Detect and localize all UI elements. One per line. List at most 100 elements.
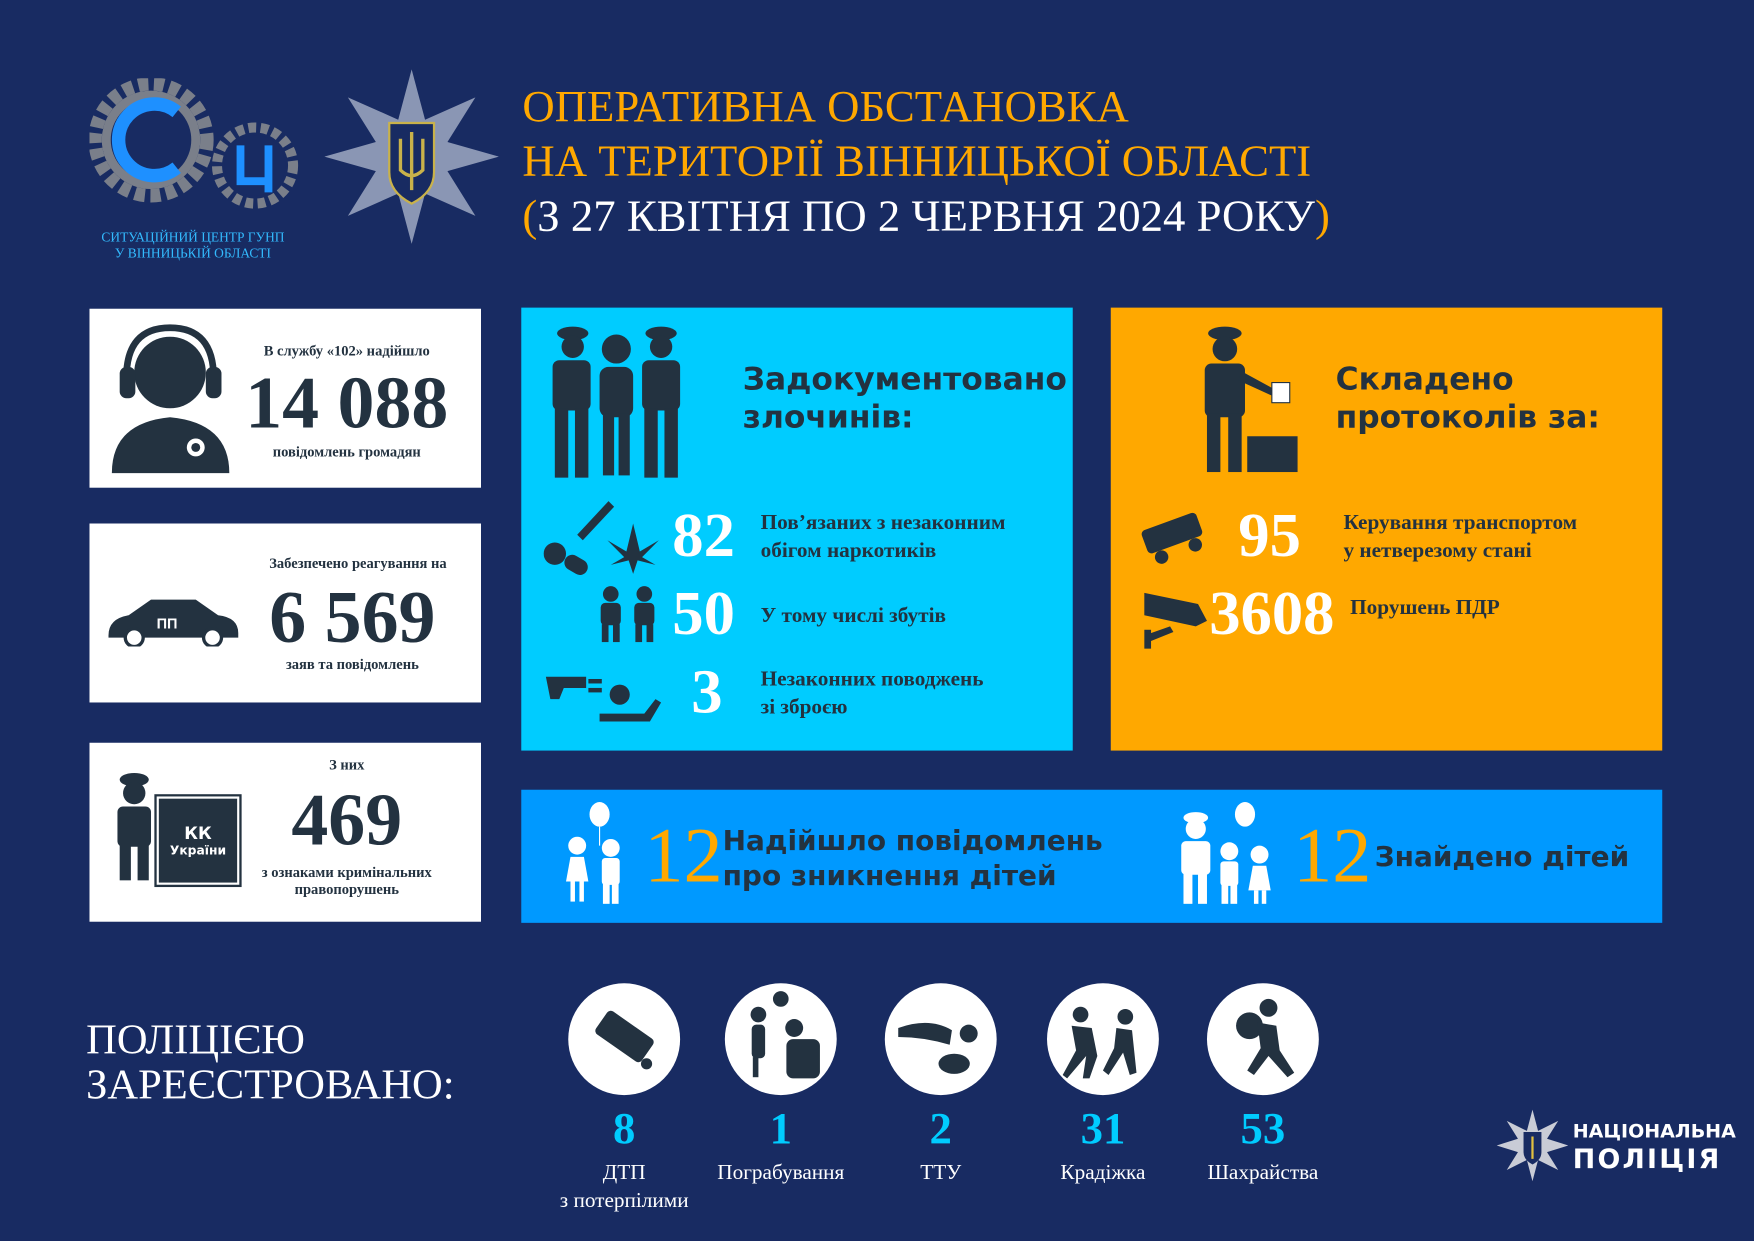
officer-with-papers-icon (1204, 326, 1298, 473)
label-line: ДТП (602, 1161, 646, 1185)
national-police-text: НАЦІОНАЛЬНА ПОЛІЦІЯ (1572, 1119, 1736, 1172)
crime-type-label: Шахрайства (1185, 1159, 1342, 1187)
drunk-driving-label: Керування транспортом у нетверезому стані (1343, 509, 1577, 565)
policeman-icon (117, 772, 152, 881)
heading-line: протоколів за: (1335, 398, 1600, 436)
book-subtitle: України (169, 843, 227, 858)
logo-line: НАЦІОНАЛЬНА (1572, 1120, 1736, 1144)
police-star-emblem (324, 69, 499, 244)
drug-sales-label: У тому числі збутів (760, 604, 946, 628)
found-children-count: 12 (1293, 813, 1372, 900)
title-line-2: НА ТЕРИТОРІЇ ВІННИЦЬКОЇ ОБЛАСТІ (522, 135, 1312, 186)
label-line: Пограбування (717, 1161, 845, 1185)
fraud-icon (1236, 998, 1295, 1078)
label-line: Керування транспортом (1343, 511, 1578, 535)
date-range: З 27 КВІТНЯ ПО 2 ЧЕРВНЯ 2024 РОКУ (537, 190, 1315, 241)
heading-line: ПОЛІЦІЄЮ (86, 1016, 306, 1064)
missing-children-icon (566, 802, 620, 904)
label-line: з потерпілими (559, 1189, 689, 1213)
drug-crimes-label: Пов’язаних з незаконним обігом наркотиків (761, 509, 1006, 565)
traffic-violations-count: 3608 (1209, 579, 1335, 649)
theft-icon (1062, 1006, 1137, 1079)
card-bottom-text: заяв та повідомлень (285, 655, 419, 673)
label-line: Крадіжка (1060, 1161, 1146, 1185)
paren: ( (522, 190, 538, 241)
crime-type-3-circle (1047, 983, 1159, 1096)
offenses-count: 469 (291, 779, 403, 862)
drunk-driving-count: 95 (1238, 501, 1301, 571)
found-children-icon (1181, 802, 1271, 904)
weapons-count: 3 (691, 657, 723, 728)
crime-type-4-circle (1206, 983, 1319, 1096)
card-top-text: Забезпечено реагування на (269, 554, 447, 572)
crime-type-count: 31 (1080, 1102, 1126, 1154)
weapons-label: Незаконних поводжень зі зброєю (761, 666, 984, 722)
gears-icon (88, 77, 299, 209)
situation-center-caption: СИТУАЦІЙНИЙ ЦЕНТР ГУНП У ВІННИЦЬКІЙ ОБЛА… (89, 229, 296, 260)
card-bottom-text: повідомлень громадян (272, 442, 421, 460)
heading-line: Складено (1335, 360, 1514, 398)
missing-children-label: Надійшло повідомлень про зникнення дітей (723, 823, 1103, 892)
injured-person-icon (898, 1022, 978, 1074)
crime-type-label: Пограбування (702, 1159, 859, 1187)
trident-star-icon (324, 69, 499, 244)
crime-type-count: 53 (1240, 1102, 1286, 1154)
police-star-icon (1496, 1109, 1569, 1182)
card-top-text: З них (329, 756, 365, 773)
heading-line: злочинів: (742, 398, 914, 436)
crime-type-label: ДТП з потерпілими (546, 1159, 703, 1215)
national-police-logo: НАЦІОНАЛЬНА ПОЛІЦІЯ (1496, 1109, 1754, 1183)
found-children-label: Знайдено дітей (1374, 840, 1630, 873)
registered-heading: ПОЛІЦІЄЮ ЗАРЕЄСТРОВАНО: (86, 1018, 454, 1107)
traffic-violations-label: Порушень ПДР (1350, 596, 1500, 620)
missing-children-count: 12 (644, 813, 723, 900)
response-card: ПП Забезпечено реагування на 6 569 заяв … (89, 523, 481, 703)
situation-center-logo (88, 77, 302, 223)
calls-102-card: В службу «102» надійшло 14 088 повідомле… (89, 308, 481, 488)
crime-type-2-circle (884, 983, 997, 1096)
caption-line: СИТУАЦІЙНИЙ ЦЕНТР ГУНП (101, 229, 285, 245)
car-accident-icon (595, 1010, 654, 1070)
label-line: у нетверезому стані (1343, 539, 1532, 563)
drug-sales-count: 50 (672, 579, 735, 649)
heading-line: ЗАРЕЄСТРОВАНО: (86, 1061, 455, 1109)
robbery-icon (750, 991, 820, 1079)
crime-type-count: 1 (769, 1102, 792, 1154)
crime-type-0-circle (568, 983, 681, 1096)
protocols-panel: Складено протоколів за: 95 Керування тра… (1110, 307, 1663, 751)
crime-type-count: 2 (929, 1102, 952, 1154)
label-line: зі зброєю (760, 695, 848, 720)
criminal-code-book-icon: КК України (154, 794, 242, 888)
label-line: про зникнення дітей (722, 859, 1057, 892)
crashed-car-icon (1141, 512, 1203, 564)
heading-line: Задокументовано (742, 360, 1067, 398)
operator-headset-icon (111, 324, 230, 474)
crime-type-count: 8 (612, 1102, 636, 1154)
response-count: 6 569 (269, 577, 436, 659)
weapons-icon (545, 676, 662, 722)
crime-type-label: ТТУ (862, 1159, 1019, 1187)
drugs-icon (543, 501, 659, 575)
label-line: Пов’язаних з незаконним (760, 511, 1006, 535)
label-line: обігом наркотиків (760, 539, 937, 563)
title-line-1: ОПЕРАТИВНА ОБСТАНОВКА (522, 80, 1129, 131)
label-line: Надійшло повідомлень (722, 824, 1103, 857)
drug-dealing-icon (600, 586, 655, 643)
label-line: Шахрайства (1207, 1161, 1319, 1185)
title-line-3: (З 27 КВІТНЯ ПО 2 ЧЕРВНЯ 2024 РОКУ) (522, 188, 1330, 243)
drug-crimes-count: 82 (672, 501, 735, 571)
label-line: Незаконних поводжень (760, 667, 984, 692)
traffic-camera-icon (1144, 592, 1207, 649)
children-bar: 12 Надійшло повідомлень про зникнення діт… (521, 789, 1663, 923)
crimes-heading: Задокументовано злочинів: (743, 360, 1067, 436)
criminal-offenses-card: КК України З них 469 з ознаками кримінал… (89, 742, 481, 922)
protocols-heading: Складено протоколів за: (1336, 360, 1600, 436)
police-car-icon: ПП (108, 599, 239, 647)
crime-type-label: Крадіжка (1025, 1159, 1182, 1187)
arrest-icon (552, 326, 681, 478)
calls-count: 14 088 (245, 362, 449, 445)
car-label: ПП (157, 617, 178, 633)
caption-line: У ВІННИЦЬКІЙ ОБЛАСТІ (114, 244, 271, 261)
crime-type-1-circle (724, 983, 837, 1096)
